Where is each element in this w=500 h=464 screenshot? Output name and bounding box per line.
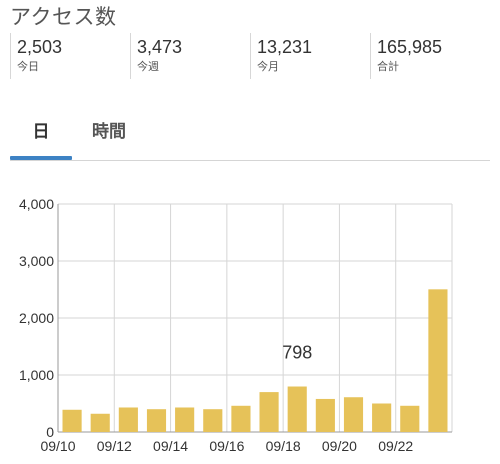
stat-value: 13,231 — [257, 37, 313, 57]
bar-09-21 — [372, 403, 392, 432]
stats-row: 2,503 今日 3,473 今週 13,231 今月 165,985 合計 — [10, 33, 500, 81]
stat-today: 2,503 今日 — [10, 33, 62, 79]
bar-09-14 — [175, 407, 195, 432]
data-label: 798 — [282, 343, 312, 363]
y-tick-label: 4,000 — [19, 196, 54, 212]
tab-bar: 日 時間 — [0, 108, 500, 162]
bar-09-19 — [315, 398, 335, 432]
stat-value: 2,503 — [17, 37, 63, 57]
bar-09-12 — [118, 407, 138, 432]
stat-value: 165,985 — [377, 37, 443, 57]
tab-day[interactable]: 日 — [32, 122, 50, 141]
bar-09-11 — [90, 413, 110, 432]
bar-09-17 — [259, 392, 279, 432]
stat-value: 3,473 — [137, 37, 183, 57]
x-tick-label: 09/20 — [322, 438, 357, 454]
x-tick-label: 09/12 — [97, 438, 132, 454]
bar-09-15 — [203, 409, 223, 432]
access-bar-chart: 0 1,000 2,000 3,000 4,000 09/10 09/12 09/14 09/1… — [0, 190, 500, 464]
stat-total: 165,985 合計 — [370, 33, 442, 79]
x-tick-label: 09/18 — [266, 438, 301, 454]
bar-09-16 — [231, 405, 251, 432]
stat-month: 13,231 今月 — [250, 33, 312, 79]
x-tick-label: 09/10 — [40, 438, 75, 454]
y-tick-label: 0 — [46, 424, 54, 440]
bar-09-18 — [287, 386, 307, 432]
page-title: アクセス数 — [10, 6, 117, 29]
bar-09-13 — [146, 409, 167, 432]
bar-09-22 — [400, 405, 420, 432]
x-tick-label: 09/22 — [378, 438, 413, 454]
stat-week: 3,473 今週 — [130, 33, 182, 79]
y-tick-label: 1,000 — [19, 367, 54, 383]
bar-09-20 — [343, 397, 364, 432]
stat-label: 今週 — [137, 61, 159, 73]
stat-label: 今日 — [17, 61, 39, 73]
active-tab-indicator — [10, 156, 72, 160]
stat-label: 合計 — [377, 61, 399, 73]
tab-divider — [10, 160, 490, 161]
x-tick-label: 09/14 — [153, 438, 188, 454]
bar-09-10 — [62, 409, 82, 432]
x-tick-label: 09/16 — [209, 438, 244, 454]
y-tick-label: 3,000 — [19, 253, 54, 269]
tab-hour[interactable]: 時間 — [92, 122, 126, 141]
y-tick-label: 2,000 — [19, 310, 54, 326]
bar-09-23 — [428, 289, 448, 432]
stat-label: 今月 — [257, 61, 279, 73]
chart-svg: 0 1,000 2,000 3,000 4,000 09/10 09/12 09/14 09/1… — [19, 196, 453, 454]
